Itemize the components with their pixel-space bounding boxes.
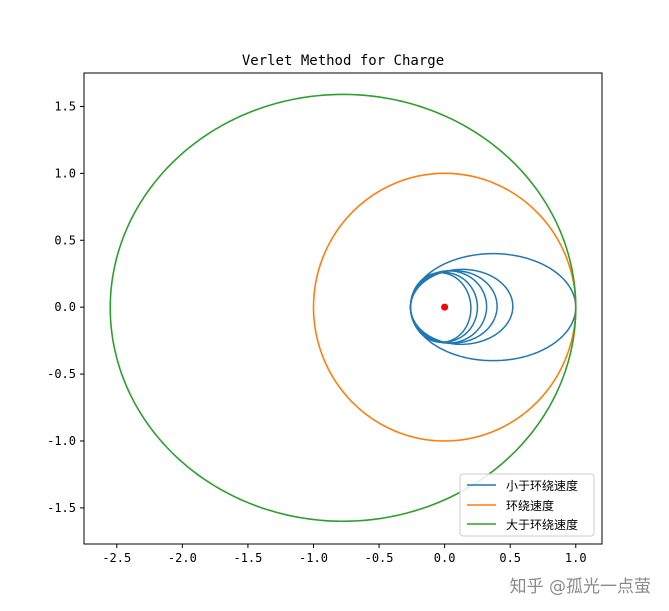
x-tick-label: 0.0 [434,551,456,565]
legend-box [459,473,595,537]
series-below-orbital-orbit [409,271,472,344]
legend: 小于环绕速度 环绕速度 大于环绕速度 [459,473,595,537]
series-below-orbital-orbit [409,269,498,344]
x-tick-label: -0.5 [365,551,394,565]
y-tick-label: 1.0 [54,166,76,180]
plot-area [83,72,603,545]
series-layer [109,93,577,523]
y-tick-label: 1.5 [54,99,76,113]
legend-label-orbital: 环绕速度 [506,498,554,513]
legend-label-below-orbital: 小于环绕速度 [506,478,578,493]
y-tick-label: -1.0 [47,434,76,448]
y-axis: 1.5 1.0 0.5 0.0 -0.5 -1.0 -1.5 [47,99,84,515]
y-tick-label: -0.5 [47,367,76,381]
y-tick-label: -1.5 [47,501,76,515]
x-tick-label: -2.5 [102,551,131,565]
x-tick-label: 0.5 [499,551,521,565]
watermark: 知乎 @孤光一点萤 [509,577,651,597]
y-tick-label: 0.0 [54,300,76,314]
chart-title: Verlet Method for Charge [242,53,444,69]
x-tick-label: -1.5 [233,551,262,565]
legend-label-above-orbital: 大于环绕速度 [506,517,578,532]
plot-frame [83,72,603,545]
x-tick-label: 1.0 [565,551,587,565]
center-point [441,303,449,311]
y-tick-label: 0.5 [54,233,76,247]
x-tick-label: -2.0 [168,551,197,565]
x-tick-label: -1.0 [299,551,328,565]
series-above-orbital-orbit [109,93,577,523]
series-below-orbital-orbit [409,252,577,362]
x-axis: -2.5 -2.0 -1.5 -1.0 -0.5 0.0 0.5 1.0 [102,544,587,565]
